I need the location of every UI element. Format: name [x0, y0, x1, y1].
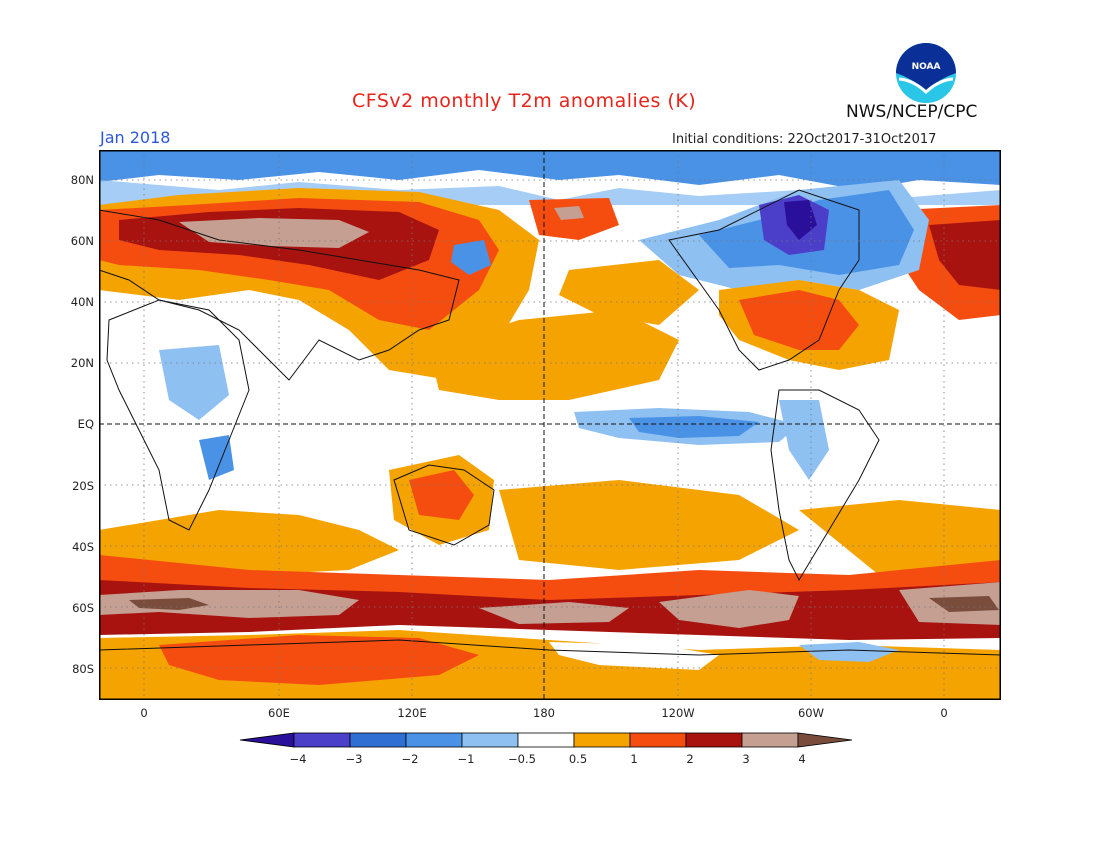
anomaly-enso-blue	[629, 416, 759, 438]
colorbar-label-neg05: −0.5	[508, 752, 536, 766]
graticule	[99, 150, 1001, 700]
anomaly-bering-red	[529, 198, 619, 240]
colorbar-segment-8	[685, 732, 743, 748]
anomaly-arctic-blue	[99, 150, 1001, 190]
y-tick-20s: 20S	[72, 479, 94, 493]
anomaly-europe-darkred	[929, 220, 1001, 290]
x-tick-60e: 60E	[268, 706, 290, 720]
x-tick-0: 0	[140, 706, 148, 720]
chart-title: CFSv2 monthly T2m anomalies (K)	[352, 90, 697, 112]
agency-label: NWS/NCEP/CPC	[846, 102, 978, 122]
anomaly-eastus-red	[739, 290, 859, 350]
y-tick-80s: 80S	[72, 662, 94, 676]
anomaly-samerica-blue	[779, 400, 829, 480]
logo-text: NOAA	[912, 62, 941, 72]
colorbar-segment-min	[239, 732, 295, 748]
forecast-month: Jan 2018	[100, 128, 171, 147]
anomaly-bering-brown	[554, 206, 584, 220]
colorbar-label-05: 0.5	[568, 752, 588, 766]
x-tick-180: 180	[533, 706, 555, 720]
anomaly-cpacific-orange	[429, 310, 679, 400]
anomaly-southern-darkbrown-2	[929, 596, 999, 612]
y-tick-40n: 40N	[70, 295, 94, 309]
anomaly-antarctica-red	[159, 635, 479, 685]
anomaly-japan-blue	[451, 240, 491, 275]
coastlines	[99, 189, 1001, 656]
colorbar-label-1: 1	[630, 752, 638, 766]
y-tick-20n: 20N	[70, 356, 94, 370]
anomaly-southern-brown-1	[99, 590, 359, 618]
anomaly-south-orange-3	[799, 500, 1001, 575]
colorbar-label-neg2: −2	[401, 752, 419, 766]
colorbar-segment-4	[461, 732, 519, 748]
x-tick-120w: 120W	[661, 706, 695, 720]
colorbar-segment-3	[405, 732, 463, 748]
x-tick-120e: 120E	[397, 706, 427, 720]
y-tick-80n: 80N	[70, 173, 94, 187]
reference-lines	[99, 150, 1001, 700]
anomaly-africa-blue	[159, 345, 229, 420]
anomaly-map	[99, 150, 1001, 700]
anomaly-hudson-navy	[784, 200, 817, 240]
x-tick-60w: 60W	[797, 706, 824, 720]
colorbar-label-3: 3	[742, 752, 750, 766]
anomaly-south-orange-1	[99, 510, 399, 575]
colorbar-segment-2	[349, 732, 407, 748]
anomaly-npacific-orange	[559, 260, 699, 325]
colorbar-segment-max	[797, 732, 853, 748]
anomaly-south-orange-2	[499, 480, 799, 570]
colorbar-label-neg1: −1	[457, 752, 475, 766]
colorbar-segment-5	[517, 732, 575, 748]
y-tick-60s: 60S	[72, 601, 94, 615]
anomaly-southern-brown-3	[659, 590, 799, 628]
y-tick-40s: 40S	[72, 540, 94, 554]
anomaly-australia-red	[409, 470, 474, 520]
colorbar-segment-9	[741, 732, 799, 748]
y-tick-60n: 60N	[70, 234, 94, 248]
colorbar	[239, 732, 853, 748]
colorbar-segment-7	[629, 732, 687, 748]
colorbar-segment-6	[573, 732, 631, 748]
anomaly-antarctica-white	[549, 642, 719, 670]
x-tick-0-right: 0	[940, 706, 948, 720]
noaa-logo: NOAA	[896, 43, 956, 103]
colorbar-segment-1	[293, 732, 351, 748]
map-border	[99, 150, 1001, 700]
colorbar-label-2: 2	[686, 752, 694, 766]
anomaly-antarctica-lightblue	[799, 642, 899, 662]
anomaly-southern-brown-2	[479, 602, 629, 624]
colorbar-label-neg4: −4	[289, 752, 307, 766]
initial-conditions: Initial conditions: 22Oct2017-31Oct2017	[672, 132, 937, 147]
colorbar-label-4: 4	[798, 752, 806, 766]
colorbar-label-neg3: −3	[345, 752, 363, 766]
y-tick-eq: EQ	[77, 417, 94, 431]
anomaly-safrica-blue	[199, 435, 234, 480]
